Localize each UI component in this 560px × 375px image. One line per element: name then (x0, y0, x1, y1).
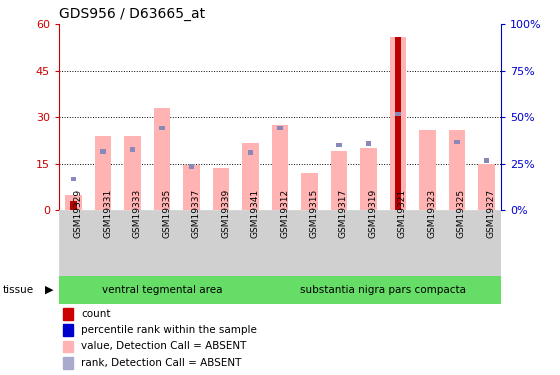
Bar (265, 210, 295, 276)
Text: value, Detection Call = ABSENT: value, Detection Call = ABSENT (81, 341, 246, 351)
Bar (88, 210, 118, 276)
Bar (390, 37, 406, 210)
Bar (118, 210, 147, 276)
Bar (361, 148, 376, 210)
Text: GSM19329: GSM19329 (73, 189, 82, 238)
Bar (277, 126, 283, 130)
Bar (449, 130, 465, 210)
Bar (419, 130, 436, 210)
Bar (147, 210, 177, 276)
Bar (63, 357, 73, 369)
Bar (129, 147, 136, 152)
Bar (331, 151, 347, 210)
Bar (206, 210, 236, 276)
Bar (63, 340, 73, 352)
Bar (272, 125, 288, 210)
Text: rank, Detection Call = ABSENT: rank, Detection Call = ABSENT (81, 358, 241, 368)
Text: GSM19317: GSM19317 (339, 189, 348, 238)
Bar (395, 37, 402, 210)
Text: ventral tegmental area: ventral tegmental area (102, 285, 222, 295)
Bar (59, 276, 265, 304)
Text: ▶: ▶ (45, 285, 53, 295)
Bar (383, 210, 413, 276)
Bar (70, 201, 77, 210)
Bar (248, 150, 254, 155)
Text: GSM19341: GSM19341 (250, 189, 259, 238)
Text: GSM19337: GSM19337 (192, 189, 200, 238)
Bar (265, 276, 501, 304)
Bar (213, 168, 229, 210)
Text: GSM19327: GSM19327 (487, 189, 496, 238)
Text: GSM19333: GSM19333 (133, 189, 142, 238)
Text: GSM19335: GSM19335 (162, 189, 171, 238)
Bar (189, 164, 194, 169)
Bar (63, 308, 73, 320)
Bar (478, 164, 494, 210)
Bar (236, 210, 265, 276)
Bar (124, 136, 141, 210)
Bar (336, 143, 342, 147)
Bar (295, 210, 324, 276)
Bar (413, 210, 442, 276)
Text: GSM19325: GSM19325 (457, 189, 466, 238)
Bar (59, 210, 88, 276)
Bar (366, 141, 371, 146)
Bar (66, 195, 82, 210)
Bar (177, 210, 206, 276)
Bar (454, 140, 460, 144)
Bar (159, 126, 165, 130)
Bar (63, 324, 73, 336)
Text: GSM19319: GSM19319 (368, 189, 377, 238)
Text: substantia nigra pars compacta: substantia nigra pars compacta (300, 285, 466, 295)
Bar (354, 210, 383, 276)
Text: GSM19321: GSM19321 (398, 189, 407, 238)
Text: GSM19331: GSM19331 (103, 189, 112, 238)
Text: GSM19312: GSM19312 (280, 189, 289, 238)
Text: GDS956 / D63665_at: GDS956 / D63665_at (59, 7, 205, 21)
Text: percentile rank within the sample: percentile rank within the sample (81, 325, 257, 335)
Bar (442, 210, 472, 276)
Bar (71, 177, 77, 182)
Text: GSM19339: GSM19339 (221, 189, 230, 238)
Bar (154, 108, 170, 210)
Bar (483, 158, 489, 163)
Text: count: count (81, 309, 110, 319)
Bar (95, 136, 111, 210)
Text: tissue: tissue (3, 285, 34, 295)
Bar (301, 173, 318, 210)
Bar (184, 165, 199, 210)
Text: GSM19323: GSM19323 (427, 189, 436, 238)
Text: GSM19315: GSM19315 (310, 189, 319, 238)
Bar (100, 149, 106, 153)
Bar (242, 144, 259, 210)
Bar (324, 210, 354, 276)
Bar (395, 112, 401, 116)
Bar (472, 210, 501, 276)
